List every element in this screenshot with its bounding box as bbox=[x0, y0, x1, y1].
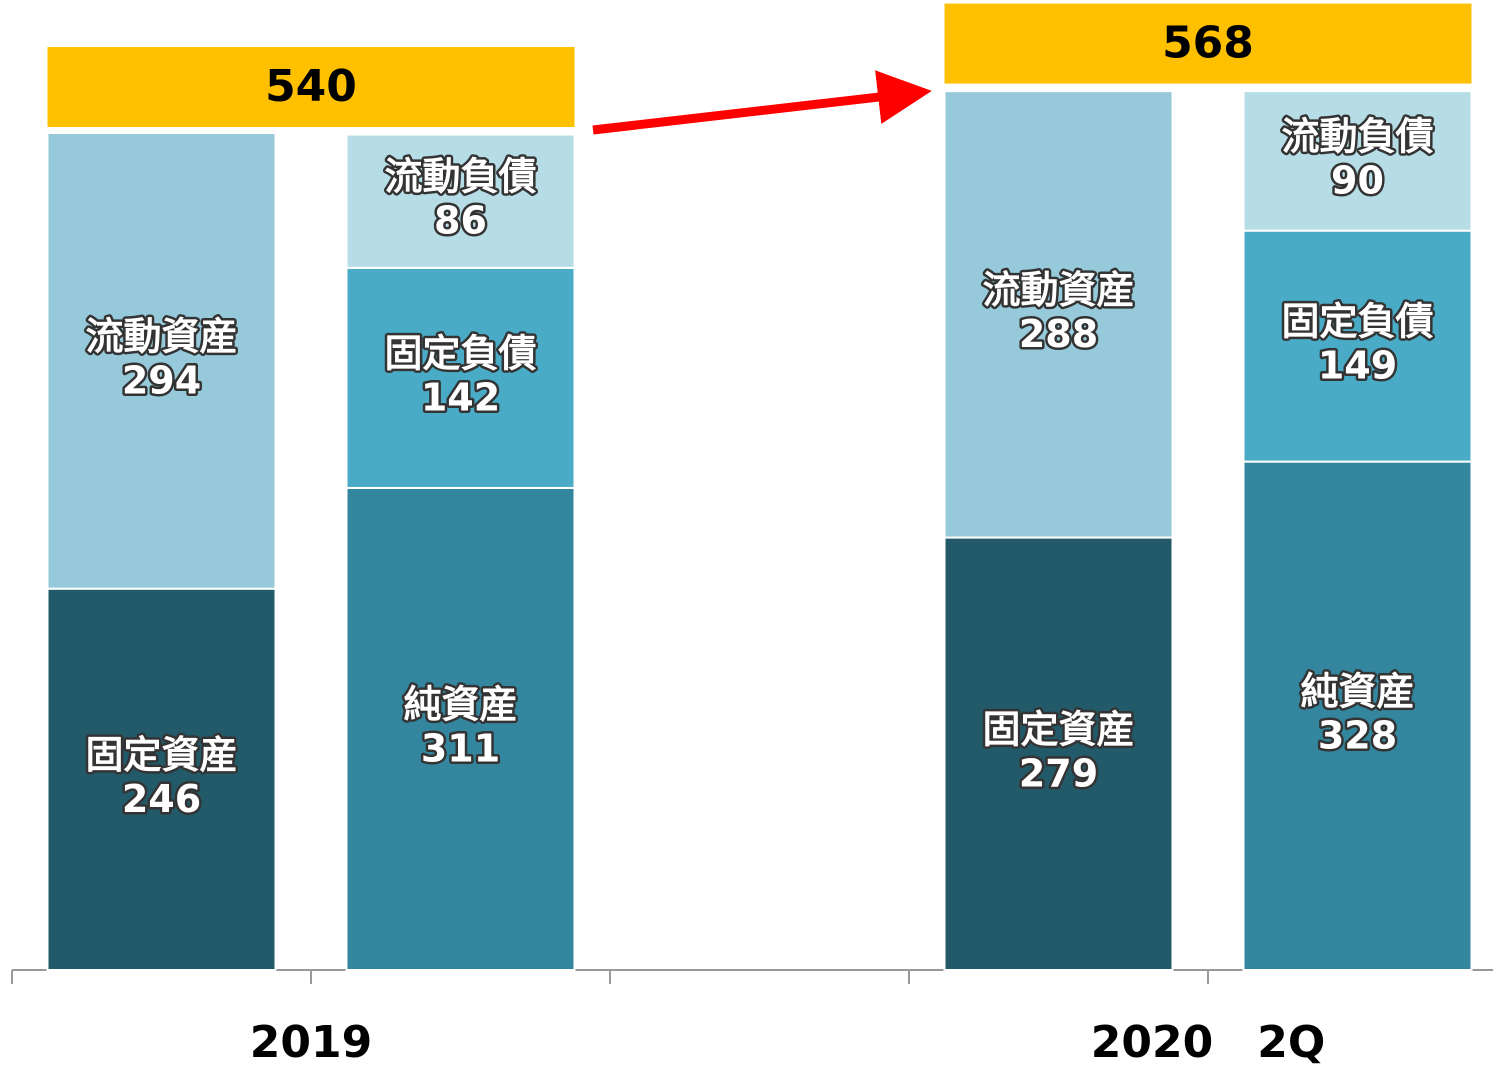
total-box bbox=[944, 3, 1472, 84]
bar-segment bbox=[1242, 229, 1473, 463]
bar-segment bbox=[943, 90, 1174, 539]
segment-value: 246 bbox=[122, 777, 201, 821]
total-label: 540 bbox=[265, 61, 357, 112]
bar-segment bbox=[1242, 460, 1473, 971]
bar-segment bbox=[943, 536, 1174, 971]
segment-name: 流動資産 bbox=[982, 268, 1134, 312]
total-label: 568 bbox=[1162, 18, 1254, 69]
group-label: 2019 bbox=[250, 1017, 372, 1068]
segment-value: 288 bbox=[1019, 312, 1098, 356]
segment-name: 固定資産 bbox=[85, 733, 237, 777]
segment-value: 311 bbox=[421, 726, 500, 770]
segment-name: 純資産 bbox=[403, 682, 517, 726]
segment-name: 流動負債 bbox=[384, 155, 536, 199]
segment-name: 固定資産 bbox=[982, 707, 1134, 751]
segment-value: 294 bbox=[122, 358, 201, 402]
bar-segment bbox=[345, 133, 576, 269]
arrow bbox=[592, 70, 932, 135]
segment-value: 279 bbox=[1019, 751, 1098, 795]
segment-name: 固定負債 bbox=[384, 331, 536, 375]
segment-value: 149 bbox=[1318, 344, 1397, 388]
bar-segment bbox=[345, 486, 576, 971]
segment-name: 純資産 bbox=[1300, 669, 1414, 713]
total-box bbox=[47, 47, 575, 127]
group-label: 2020 2Q bbox=[1091, 1017, 1325, 1068]
bar-segment bbox=[46, 132, 277, 590]
bar-segment bbox=[1242, 90, 1473, 232]
segment-value: 86 bbox=[434, 199, 487, 243]
segment-value: 90 bbox=[1331, 158, 1384, 202]
segment-value: 142 bbox=[421, 375, 500, 419]
bar-segment bbox=[46, 587, 277, 971]
segment-name: 固定負債 bbox=[1281, 300, 1433, 344]
segment-value: 328 bbox=[1318, 713, 1397, 757]
segment-name: 流動負債 bbox=[1281, 114, 1433, 158]
segment-name: 流動資産 bbox=[85, 314, 237, 358]
